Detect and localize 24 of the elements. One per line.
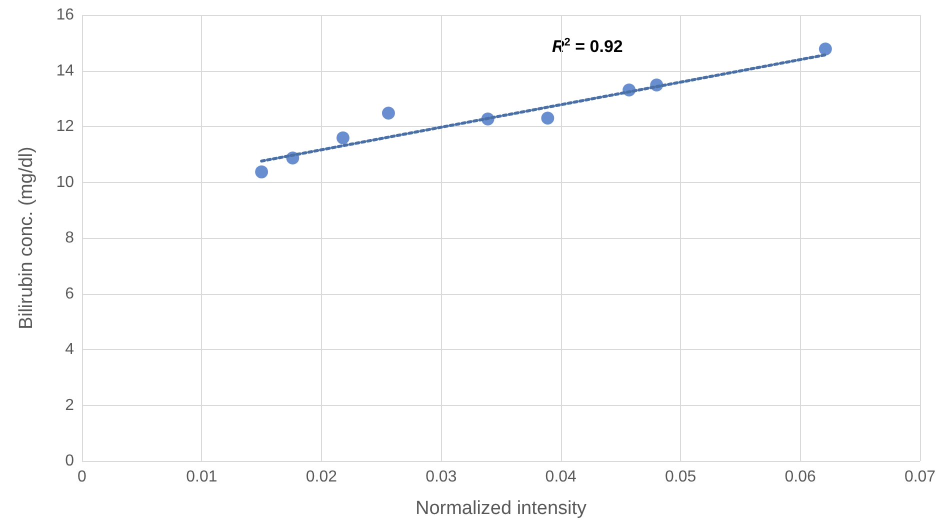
point — [255, 165, 268, 178]
y-tick-label: 8 — [65, 230, 74, 246]
point — [382, 106, 395, 120]
x-tick-label: 0.05 — [665, 468, 696, 486]
point — [818, 42, 832, 56]
x-axis-title: Normalized intensity — [415, 498, 588, 519]
y-tick-label: 2 — [65, 396, 74, 414]
y-tick-label: 4 — [65, 341, 74, 358]
point — [541, 112, 554, 125]
x-tick-label: 0.06 — [784, 468, 816, 486]
x-tick-label: 0 — [78, 468, 87, 486]
y-tick-label: 6 — [65, 285, 74, 302]
x-tick-label: 0.03 — [426, 468, 457, 486]
y-tick-label: 0 — [65, 452, 74, 470]
point — [336, 131, 350, 144]
y-tick-label: 10 — [56, 174, 74, 191]
x-tick-label: 0.07 — [904, 468, 936, 486]
y-tick-label: 12 — [56, 118, 74, 135]
x-tick-label: 0.01 — [186, 468, 218, 486]
y-tick-label: 14 — [56, 62, 74, 80]
y-tick-label: 16 — [56, 6, 74, 24]
x-tick-label: 0.02 — [306, 468, 338, 486]
x-tick-label: 0.04 — [545, 468, 577, 486]
y-axis-title: Bilirubin conc. (mg/dl) — [16, 146, 37, 330]
